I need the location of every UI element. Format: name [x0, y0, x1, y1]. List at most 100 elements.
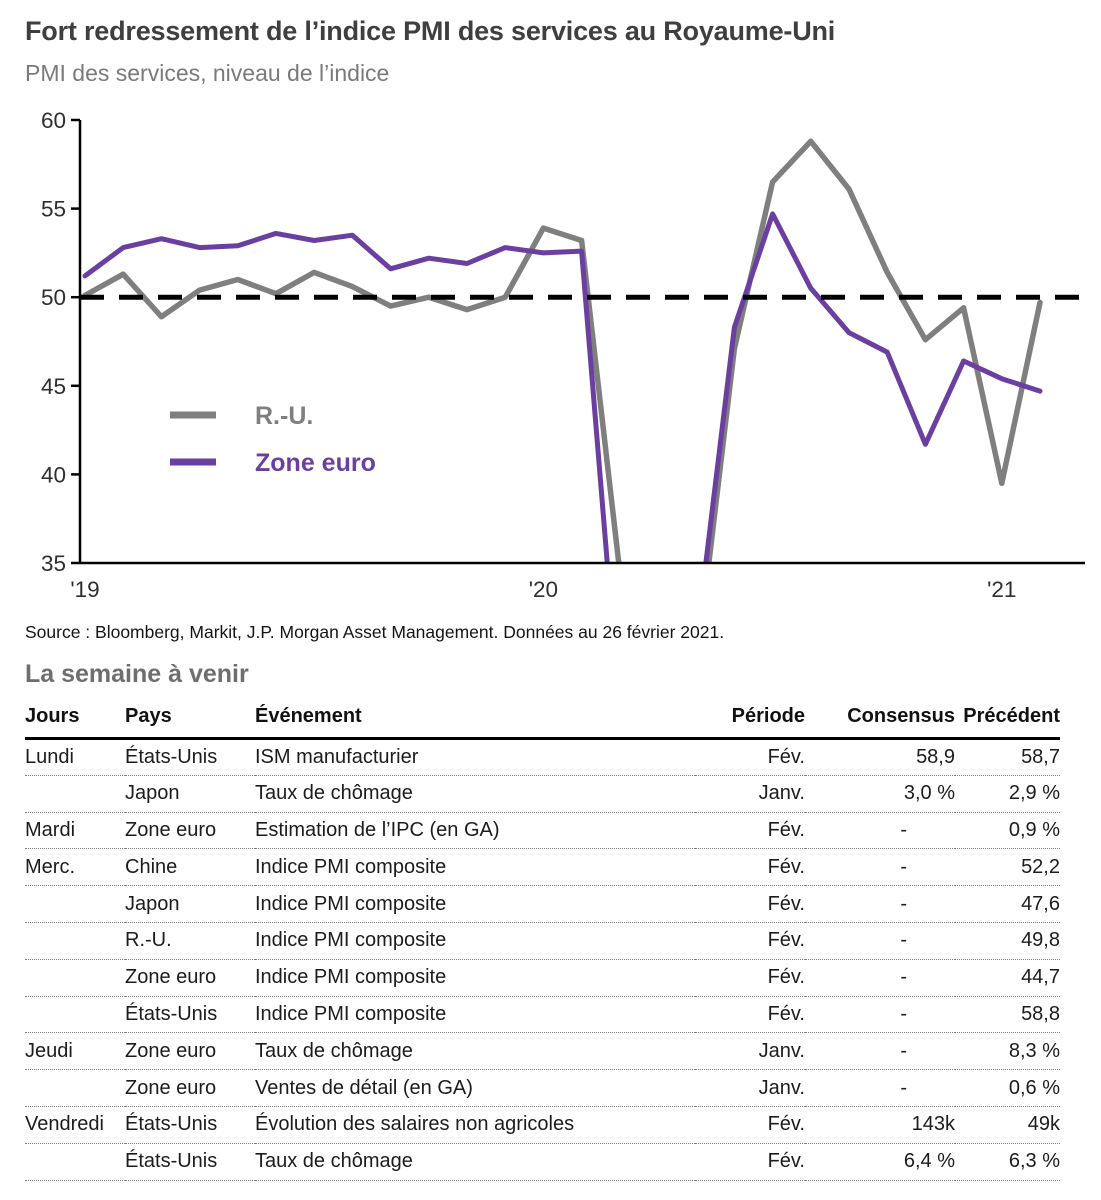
table-row: Merc. Chine Indice PMI composite Fév. -52,2 — [25, 848, 1060, 887]
cell-previous: 52,2 — [955, 848, 1060, 887]
col-header-periode: Période — [695, 703, 805, 740]
cell-previous: 6,3 % — [955, 1143, 1060, 1181]
cell-event: ISM manufacturier — [255, 738, 695, 776]
cell-period: Janv. — [695, 1069, 805, 1107]
cell-previous: 0,6 % — [955, 1069, 1060, 1107]
cell-country: Chine — [125, 848, 255, 887]
cell-country: Zone euro — [125, 959, 255, 997]
cell-event: Indice PMI composite — [255, 922, 695, 960]
cell-consensus: 58,9 — [805, 738, 955, 776]
week-ahead-table: Jours Pays Événement Période Consensus P… — [25, 703, 1060, 1181]
col-header-jours: Jours — [25, 703, 125, 740]
x-tick-label: '20 — [529, 577, 558, 602]
cell-day — [25, 885, 125, 923]
source-note: Source : Bloomberg, Markit, J.P. Morgan … — [25, 622, 725, 642]
cell-country: Zone euro — [125, 1032, 255, 1071]
cell-event: Indice PMI composite — [255, 885, 695, 923]
table-row: Japon Indice PMI composite Fév. -47,6 — [25, 885, 1060, 923]
cell-consensus: - — [805, 1032, 955, 1071]
cell-period: Fév. — [695, 885, 805, 923]
cell-previous: 49,8 — [955, 922, 1060, 960]
cell-country: Zone euro — [125, 812, 255, 850]
cell-country: États-Unis — [125, 1143, 255, 1181]
cell-period: Fév. — [695, 738, 805, 776]
uk-series-line — [82, 138, 1043, 563]
cell-country: Zone euro — [125, 1069, 255, 1107]
cell-previous: 44,7 — [955, 959, 1060, 997]
cell-previous: 0,9 % — [955, 812, 1060, 850]
cell-period: Fév. — [695, 959, 805, 997]
cell-event: Évolution des salaires non agricoles — [255, 1106, 695, 1144]
cell-country: Japon — [125, 885, 255, 923]
week-ahead-tbody: Lundi États-Unis ISM manufacturier Fév. 58,9… — [25, 738, 1060, 1181]
cell-event: Indice PMI composite — [255, 996, 695, 1034]
cell-day — [25, 959, 125, 997]
cell-day: Lundi — [25, 738, 125, 776]
x-tick-label: '21 — [987, 577, 1016, 602]
cell-consensus: - — [805, 848, 955, 887]
table-row: Zone euro Indice PMI composite Fév. -44,7 — [25, 959, 1060, 997]
cell-country: États-Unis — [125, 1106, 255, 1144]
cell-previous: 58,7 — [955, 738, 1060, 776]
cell-period: Fév. — [695, 848, 805, 887]
cell-consensus: 143k — [805, 1106, 955, 1144]
cell-country: R.-U. — [125, 922, 255, 960]
table-row: Lundi États-Unis ISM manufacturier Fév. 58,9… — [25, 738, 1060, 776]
y-tick-label: 55 — [41, 197, 66, 222]
cell-period: Janv. — [695, 1032, 805, 1071]
cell-consensus: - — [805, 885, 955, 923]
cell-day: Jeudi — [25, 1032, 125, 1071]
col-header-precedent: Précédent — [955, 703, 1060, 740]
col-header-pays: Pays — [125, 703, 255, 740]
cell-consensus: - — [805, 959, 955, 997]
table-row: États-Unis Indice PMI composite Fév. -58,8 — [25, 996, 1060, 1034]
cell-event: Taux de chômage — [255, 775, 695, 813]
table-row: Jeudi Zone euro Taux de chômage Janv. -8,3 % — [25, 1032, 1060, 1071]
y-tick-label: 35 — [41, 551, 66, 576]
table-row: Mardi Zone euro Estimation de l’IPC (en GA… — [25, 812, 1060, 850]
cell-previous: 8,3 % — [955, 1032, 1060, 1071]
cell-country: Japon — [125, 775, 255, 813]
table-row: États-Unis Taux de chômage Fév. 6,4 % 6,3 % — [25, 1143, 1060, 1181]
cell-previous: 47,6 — [955, 885, 1060, 923]
cell-event: Ventes de détail (en GA) — [255, 1069, 695, 1107]
chart-legend: R.-U. Zone euro — [170, 402, 376, 477]
cell-day: Vendredi — [25, 1106, 125, 1144]
eurozone-legend-label: Zone euro — [255, 449, 376, 477]
week-ahead-heading: La semaine à venir — [25, 660, 249, 688]
cell-consensus: - — [805, 922, 955, 960]
cell-day — [25, 775, 125, 813]
cell-day: Mardi — [25, 812, 125, 850]
y-tick-label: 45 — [41, 374, 66, 399]
cell-day — [25, 1069, 125, 1107]
y-tick-label: 60 — [41, 108, 66, 133]
cell-country: États-Unis — [125, 738, 255, 776]
cell-event: Indice PMI composite — [255, 959, 695, 997]
cell-period: Fév. — [695, 996, 805, 1034]
cell-period: Janv. — [695, 775, 805, 813]
cell-consensus: - — [805, 1069, 955, 1107]
cell-day — [25, 996, 125, 1034]
cell-period: Fév. — [695, 1106, 805, 1144]
col-header-consensus: Consensus — [805, 703, 955, 740]
y-tick-label: 50 — [41, 285, 66, 310]
cell-consensus: - — [805, 996, 955, 1034]
cell-day: Merc. — [25, 848, 125, 887]
table-row: Japon Taux de chômage Janv. 3,0 % 2,9 % — [25, 775, 1060, 813]
cell-period: Fév. — [695, 1143, 805, 1181]
cell-consensus: 6,4 % — [805, 1143, 955, 1181]
cell-country: États-Unis — [125, 996, 255, 1034]
y-tick-label: 40 — [41, 462, 66, 487]
x-tick-label: '19 — [70, 577, 99, 602]
cell-consensus: - — [805, 812, 955, 850]
eurozone-series-line — [82, 211, 1043, 563]
cell-previous: 49k — [955, 1106, 1060, 1144]
col-header-evenement: Événement — [255, 703, 695, 740]
cell-consensus: 3,0 % — [805, 775, 955, 813]
uk-legend-label: R.-U. — [255, 402, 313, 430]
page-title: Fort redressement de l’indice PMI des se… — [25, 16, 836, 46]
cell-day — [25, 1143, 125, 1181]
table-header-row: Jours Pays Événement Période Consensus P… — [25, 703, 1060, 740]
cell-previous: 2,9 % — [955, 775, 1060, 813]
